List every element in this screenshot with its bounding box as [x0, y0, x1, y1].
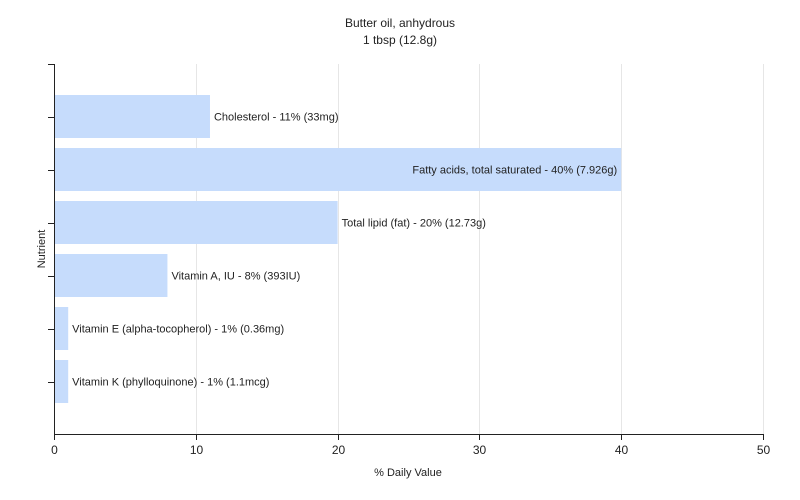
x-tick-label-50: 50	[757, 443, 771, 457]
bars-group: Cholesterol - 11% (33mg) Fatty acids, tot…	[55, 95, 622, 403]
x-tick-label-30: 30	[473, 443, 487, 457]
bar-label-2: Total lipid (fat) - 20% (12.73g)	[342, 218, 486, 230]
bar-3	[55, 254, 168, 297]
bar-1	[55, 148, 622, 191]
bar-label-0: Cholesterol - 11% (33mg)	[214, 112, 339, 124]
x-axis-label: % Daily Value	[374, 467, 442, 479]
grid-lines	[196, 64, 764, 434]
bar-0	[55, 95, 210, 138]
bar-4	[55, 307, 69, 350]
x-tick-label-20: 20	[332, 443, 346, 457]
axes-group: 0 10 20 30 40 50	[48, 64, 770, 457]
bar-label-5: Vitamin K (phylloquinone) - 1% (1.1mcg)	[72, 377, 269, 389]
chart-title: Butter oil, anhydrous	[345, 16, 455, 30]
bar-5	[55, 360, 69, 403]
x-tick-label-0: 0	[51, 443, 58, 457]
x-tick-label-10: 10	[190, 443, 204, 457]
x-tick-label-40: 40	[615, 443, 629, 457]
bar-label-3: Vitamin A, IU - 8% (393IU)	[171, 271, 300, 283]
bar-label-4: Vitamin E (alpha-tocopherol) - 1% (0.36m…	[72, 324, 284, 336]
bar-2	[55, 201, 338, 244]
chart-subtitle: 1 tbsp (12.8g)	[363, 33, 437, 47]
y-axis-label: Nutrient	[36, 230, 48, 269]
bar-label-1: Fatty acids, total saturated - 40% (7.92…	[412, 165, 617, 177]
